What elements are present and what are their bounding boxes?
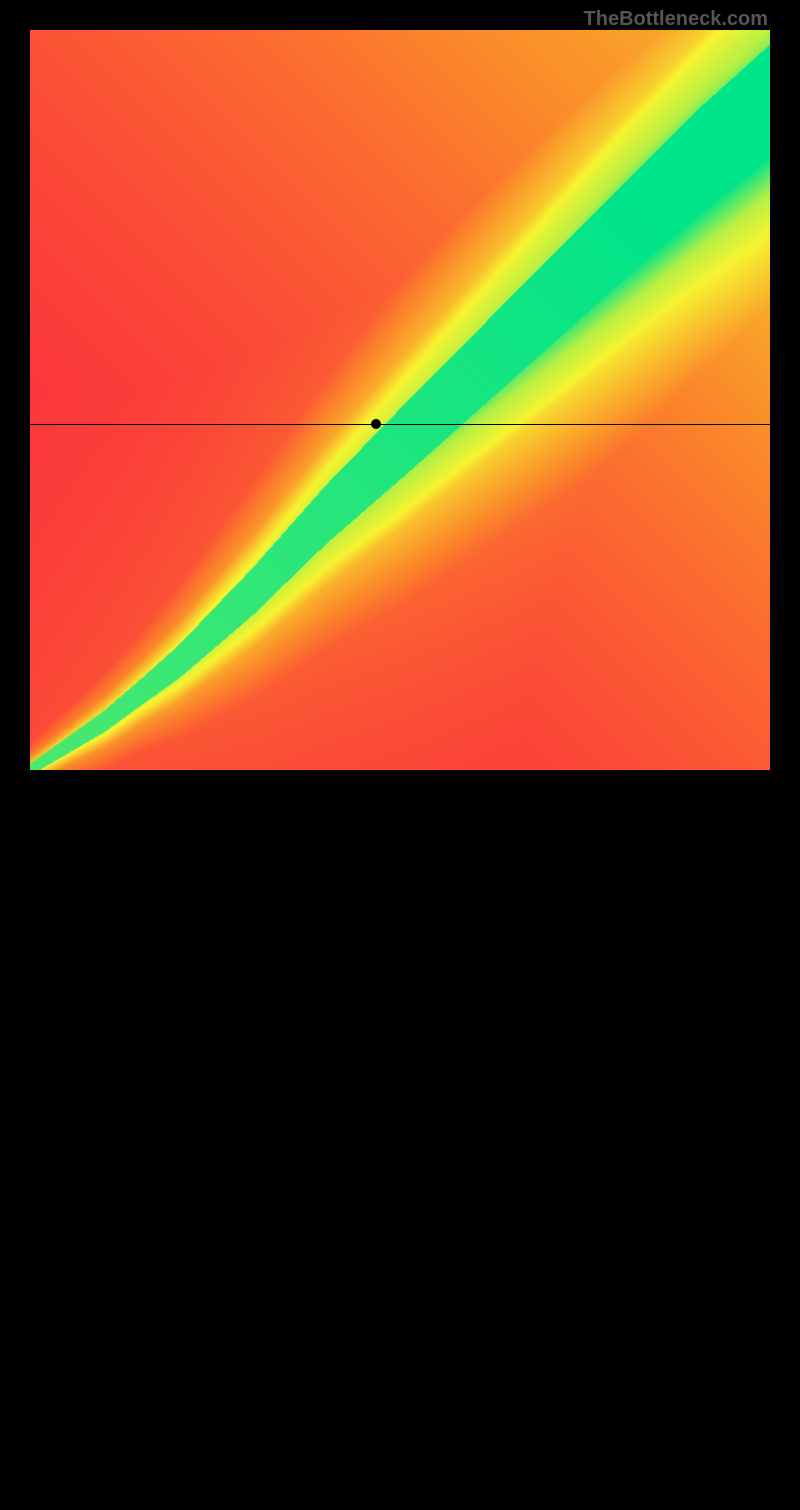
crosshair-horizontal [30,424,770,425]
crosshair-vertical [376,770,377,1510]
crosshair-dot [371,419,381,429]
chart-container: TheBottleneck.com [0,0,800,800]
heatmap-canvas [30,30,770,770]
watermark-text: TheBottleneck.com [584,8,768,31]
plot-area [30,30,770,770]
